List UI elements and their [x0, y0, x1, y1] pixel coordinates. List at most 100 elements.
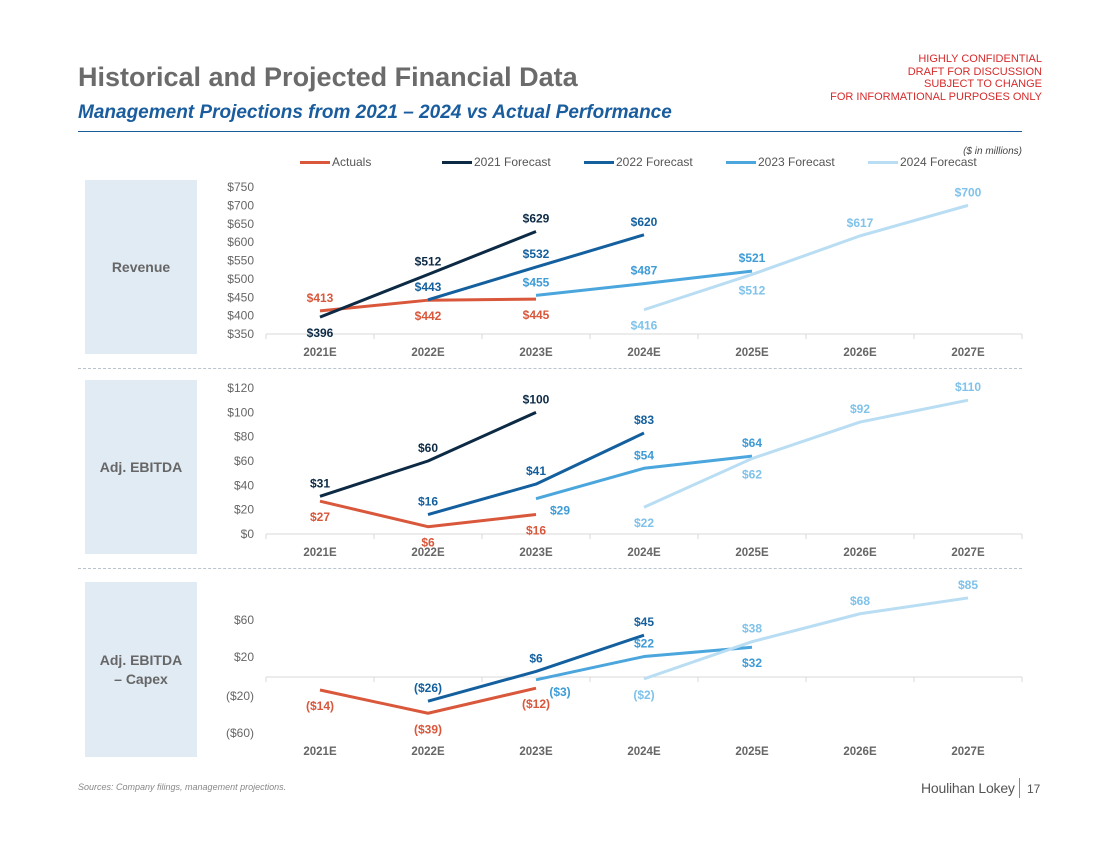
data-label: $6 [421, 536, 435, 550]
data-label: $92 [850, 402, 870, 416]
confidential-notice: HIGHLY CONFIDENTIAL DRAFT FOR DISCUSSION… [830, 53, 1042, 103]
data-label: $41 [526, 464, 546, 478]
x-tick-label: 2027E [951, 347, 985, 359]
data-label: $16 [418, 495, 438, 509]
series-line-2021-forecast [319, 230, 537, 319]
x-tick-label: 2024E [627, 547, 661, 559]
x-tick-label: 2025E [735, 746, 769, 758]
x-tick-label: 2023E [519, 746, 553, 758]
data-label: $416 [631, 319, 658, 333]
legend-swatch [300, 160, 330, 164]
legend-item: 2022 Forecast [584, 155, 726, 169]
data-label: $110 [955, 380, 981, 394]
legend-label: 2022 Forecast [616, 155, 693, 169]
x-tick-label: 2025E [735, 547, 769, 559]
legend-swatch [726, 160, 756, 164]
data-label: $6 [529, 651, 543, 665]
legend-label: 2024 Forecast [900, 155, 977, 169]
y-tick-label: $400 [227, 309, 254, 323]
conf-line: SUBJECT TO CHANGE [924, 78, 1042, 90]
x-tick-label: 2021E [303, 347, 337, 359]
data-label: $38 [742, 622, 762, 636]
x-tick-label: 2023E [519, 547, 553, 559]
row-label-revenue: Revenue [85, 180, 197, 354]
data-label: $60 [418, 441, 438, 455]
x-tick-label: 2021E [303, 547, 337, 559]
y-tick-label: $600 [227, 235, 254, 249]
legend-item: 2023 Forecast [726, 155, 868, 169]
x-tick-label: 2023E [519, 347, 553, 359]
x-tick-label: 2026E [843, 547, 877, 559]
y-tick-label: $650 [227, 217, 254, 231]
data-label: $700 [955, 185, 982, 199]
conf-line: HIGHLY CONFIDENTIAL [918, 53, 1042, 65]
data-label: $442 [415, 309, 442, 323]
data-label: $617 [847, 216, 874, 230]
x-tick-label: 2024E [627, 347, 661, 359]
data-label: $455 [523, 275, 550, 289]
row-label-ebitda-capex: Adj. EBITDA – Capex [85, 582, 197, 757]
y-tick-label: $750 [227, 180, 254, 194]
y-tick-label: $450 [227, 290, 254, 304]
x-tick-label: 2026E [843, 746, 877, 758]
series-line-2022-forecast [427, 633, 645, 703]
y-tick-label: $120 [227, 381, 254, 395]
section-divider [78, 368, 1022, 369]
legend-swatch [868, 160, 898, 164]
y-tick-label: $20 [234, 650, 254, 664]
data-label: $83 [634, 413, 654, 427]
conf-line: FOR INFORMATIONAL PURPOSES ONLY [830, 90, 1042, 103]
data-label: $629 [523, 211, 550, 225]
x-tick-label: 2021E [303, 746, 337, 758]
data-label: $22 [634, 637, 654, 651]
legend-item: 2024 Forecast [868, 155, 1010, 169]
company-logo: Houlihan Lokey [921, 780, 1015, 796]
page-subtitle: Management Projections from 2021 – 2024 … [78, 102, 672, 123]
data-label: $54 [634, 448, 654, 462]
data-label: $620 [631, 215, 658, 229]
data-label: $532 [523, 247, 550, 261]
data-label: $512 [415, 254, 442, 268]
data-label: $45 [634, 615, 654, 629]
data-label: $100 [523, 392, 550, 406]
series-line-2024-forecast [643, 596, 969, 681]
legend-label: 2021 Forecast [474, 155, 551, 169]
y-tick-label: $40 [234, 478, 254, 492]
page-number: 17 [1027, 782, 1041, 796]
data-label: ($12) [522, 697, 550, 711]
x-tick-label: 2024E [627, 746, 661, 758]
data-label: $445 [523, 308, 550, 322]
data-label: ($26) [414, 681, 442, 695]
data-label: $16 [526, 524, 546, 538]
data-label: $443 [415, 280, 442, 294]
data-label: $62 [742, 468, 762, 482]
y-tick-label: $0 [241, 527, 255, 541]
data-label: $487 [631, 264, 658, 278]
data-label: ($2) [633, 688, 654, 702]
data-label: $396 [307, 326, 334, 340]
data-label: $85 [958, 578, 978, 592]
x-tick-label: 2026E [843, 347, 877, 359]
data-label: $413 [307, 291, 334, 305]
y-tick-label: $700 [227, 198, 254, 212]
x-tick-label: 2022E [411, 347, 445, 359]
data-label: $29 [550, 504, 570, 518]
title-rule [78, 131, 1022, 132]
data-label: ($39) [414, 722, 442, 736]
legend-swatch [442, 160, 472, 164]
section-divider [78, 568, 1022, 569]
x-tick-label: 2027E [951, 547, 985, 559]
data-label: $31 [310, 476, 330, 490]
y-tick-label: $550 [227, 254, 254, 268]
chart-legend: Actuals 2021 Forecast 2022 Forecast 2023 Fo… [300, 155, 1010, 169]
x-tick-label: 2022E [411, 547, 445, 559]
series-line-2024-forecast [643, 398, 969, 509]
data-label: $521 [739, 251, 766, 265]
row-label-ebitda: Adj. EBITDA [85, 380, 197, 554]
y-tick-label: ($60) [226, 726, 254, 740]
legend-item: 2021 Forecast [442, 155, 584, 169]
conf-line: DRAFT FOR DISCUSSION [907, 65, 1042, 78]
y-tick-label: $350 [227, 327, 254, 341]
